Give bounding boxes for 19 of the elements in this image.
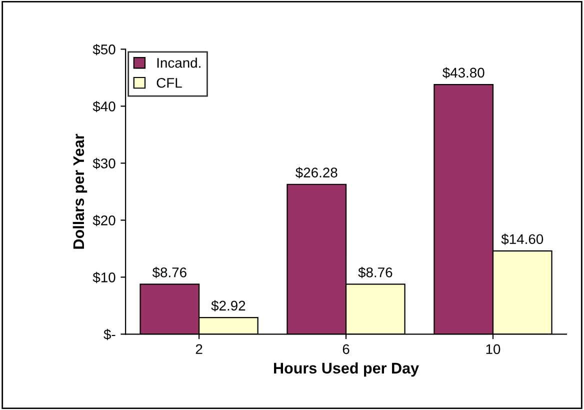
legend-label: Incand. bbox=[157, 58, 200, 68]
x-axis-title: Hours Used per Day bbox=[274, 362, 419, 377]
y-tick-label: $50 bbox=[92, 44, 116, 56]
y-axis-title: Dollars per Year bbox=[72, 134, 88, 249]
x-tick-label: 2 bbox=[196, 344, 202, 354]
y-tick-label: $10 bbox=[92, 272, 116, 284]
data-label: $8.76 bbox=[152, 266, 186, 278]
data-label: $43.80 bbox=[442, 67, 484, 78]
y-tick-label: $20 bbox=[92, 214, 116, 226]
data-label: $14.60 bbox=[501, 234, 544, 245]
x-tick-label: 6 bbox=[342, 344, 350, 354]
data-label: $2.92 bbox=[211, 300, 246, 312]
y-tick-label: $- bbox=[104, 328, 116, 340]
data-label: $26.28 bbox=[296, 167, 338, 178]
data-label: $8.76 bbox=[358, 266, 392, 278]
legend-label: CFL bbox=[156, 78, 182, 88]
x-tick-label: 10 bbox=[486, 344, 500, 354]
y-tick-label: $30 bbox=[92, 158, 116, 170]
y-tick-label: $40 bbox=[92, 100, 116, 112]
